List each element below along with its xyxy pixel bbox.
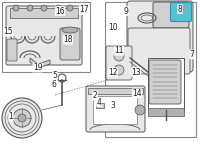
Text: 7: 7 — [190, 50, 194, 59]
FancyBboxPatch shape — [6, 6, 82, 65]
Text: 11: 11 — [114, 46, 124, 55]
Polygon shape — [30, 58, 50, 68]
Circle shape — [18, 114, 26, 122]
Text: 1: 1 — [9, 112, 13, 121]
Text: 9: 9 — [124, 6, 128, 16]
Bar — [148, 108, 184, 116]
Text: 8: 8 — [178, 5, 182, 14]
Text: 4: 4 — [97, 98, 101, 107]
Circle shape — [67, 5, 73, 11]
FancyBboxPatch shape — [128, 28, 190, 74]
FancyBboxPatch shape — [7, 39, 17, 61]
Circle shape — [2, 98, 42, 138]
Text: 5: 5 — [53, 71, 57, 80]
FancyBboxPatch shape — [153, 2, 189, 28]
Text: 12: 12 — [108, 67, 118, 77]
Circle shape — [114, 65, 124, 75]
Ellipse shape — [62, 27, 78, 33]
Text: 2: 2 — [93, 91, 97, 100]
Text: 17: 17 — [79, 5, 89, 15]
Text: 13: 13 — [131, 67, 141, 77]
Text: 6: 6 — [52, 80, 56, 89]
Text: 16: 16 — [55, 6, 65, 16]
Bar — [93, 96, 137, 124]
FancyBboxPatch shape — [149, 60, 181, 104]
FancyBboxPatch shape — [127, 1, 193, 72]
Bar — [105, 2, 196, 137]
Text: 3: 3 — [111, 101, 115, 110]
Text: 10: 10 — [108, 23, 118, 32]
FancyBboxPatch shape — [86, 86, 145, 132]
Circle shape — [13, 5, 19, 11]
Circle shape — [135, 105, 145, 115]
Bar — [148, 58, 184, 110]
Circle shape — [55, 5, 61, 11]
Circle shape — [13, 109, 31, 127]
Circle shape — [41, 5, 47, 11]
Circle shape — [27, 5, 33, 11]
FancyBboxPatch shape — [170, 2, 192, 21]
FancyBboxPatch shape — [106, 46, 132, 80]
Bar — [10, 8, 78, 18]
Text: 19: 19 — [33, 63, 42, 72]
FancyBboxPatch shape — [60, 28, 80, 60]
Circle shape — [114, 51, 124, 61]
Text: 15: 15 — [3, 27, 13, 36]
Bar — [88, 88, 143, 94]
Bar — [96, 103, 104, 108]
Bar — [2, 2, 90, 72]
Text: 18: 18 — [63, 35, 73, 44]
Text: 14: 14 — [132, 89, 142, 98]
